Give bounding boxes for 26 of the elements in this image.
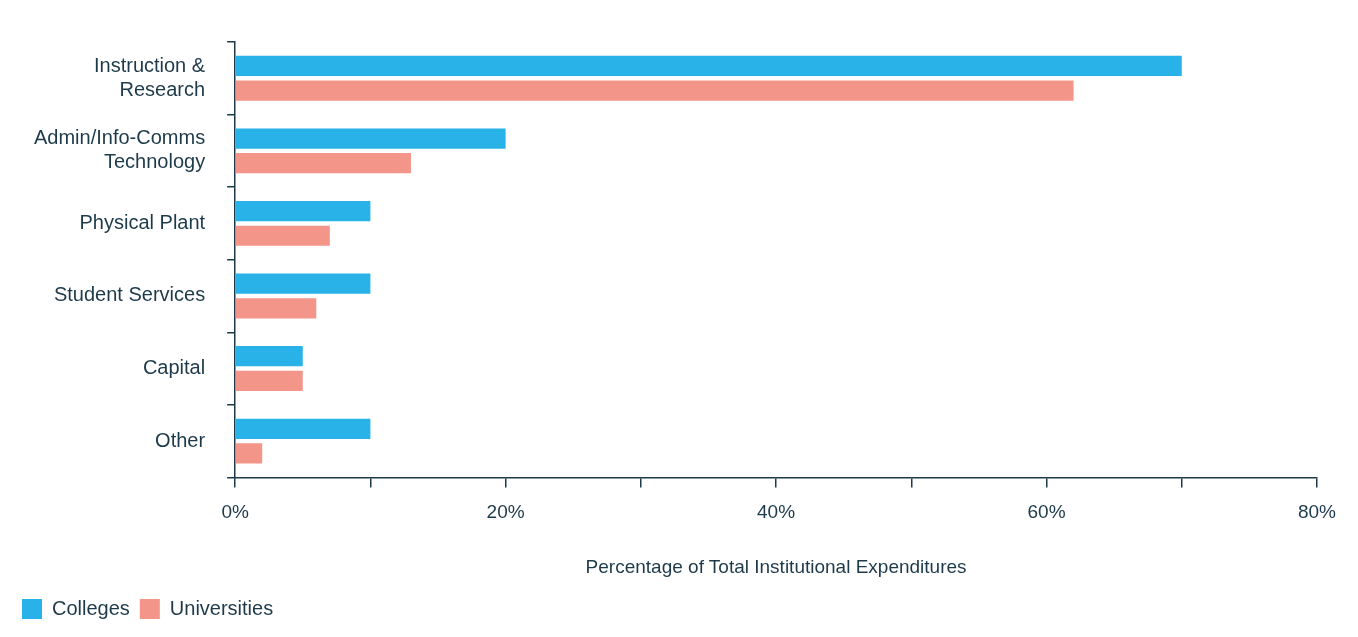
x-tick-label: 40%	[757, 501, 796, 523]
bar	[235, 273, 371, 294]
y-tick-label: Instruction & Research	[93, 53, 206, 100]
bar	[235, 55, 1182, 77]
bar	[235, 298, 317, 319]
y-tick-label: Other	[155, 428, 206, 451]
x-tick-label: 20%	[486, 501, 525, 523]
y-tick-label: Student Services	[53, 283, 206, 306]
bar	[235, 370, 303, 391]
bar	[235, 153, 411, 174]
bar	[235, 346, 303, 367]
x-axis-title: Percentage of Total Institutional Expenditures	[585, 555, 967, 577]
y-tick-label: Admin/Info-Comms Technology	[34, 126, 206, 173]
bar	[235, 200, 371, 222]
y-tick-label: Physical Plant	[79, 210, 206, 233]
y-tick-label: Capital	[142, 356, 206, 379]
x-tick-label: 80%	[1297, 501, 1337, 523]
bar	[235, 80, 1074, 101]
bar	[235, 225, 330, 246]
bar	[235, 443, 263, 464]
bar	[235, 128, 506, 149]
legend-label: Universities	[169, 596, 274, 619]
x-tick-label: 0%	[221, 501, 249, 523]
bar	[235, 418, 371, 439]
legend-label: Colleges	[52, 596, 130, 619]
x-tick-label: 60%	[1027, 501, 1066, 523]
